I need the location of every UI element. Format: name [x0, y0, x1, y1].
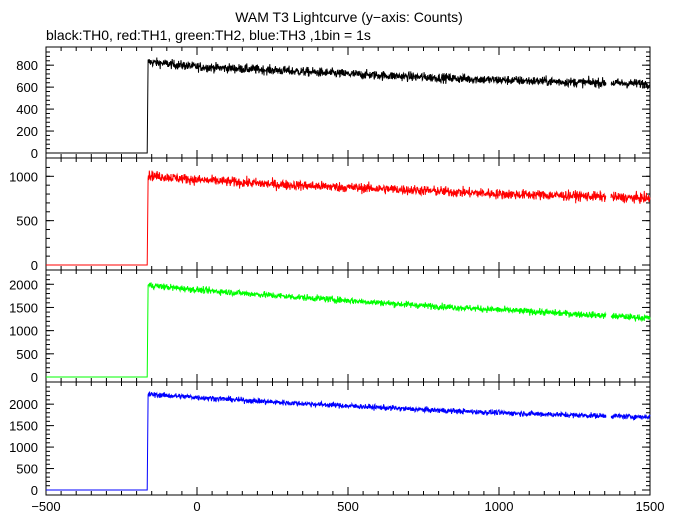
panel-frame [45, 269, 651, 383]
y-tick-label: 200 [16, 124, 38, 139]
series-th3 [46, 391, 651, 491]
x-tick-label: 1500 [636, 499, 665, 514]
y-tick-label: 0 [31, 483, 38, 498]
panel-frame [45, 157, 651, 271]
x-tick-label: 0 [193, 499, 200, 514]
panel-th0: 0 200 400 600 800 [16, 46, 651, 161]
series-th0 [46, 57, 651, 154]
panel-th1: 0 500 1000 [9, 157, 651, 273]
x-tick-label: 500 [337, 499, 359, 514]
x-tick-label: −500 [31, 499, 60, 514]
y-tick-label: 0 [31, 258, 38, 273]
panel-th3: 0 500 1000 1500 2000 [9, 381, 651, 498]
panels: 0 200 400 600 800 0 500 1000 0 500 1000 1500 2000 0 50… [9, 46, 665, 514]
y-tick-label: 2000 [9, 277, 38, 292]
y-tick-label: 500 [16, 214, 38, 229]
series-th2 [46, 282, 651, 378]
x-tick-label: 1000 [485, 499, 514, 514]
y-tick-label: 1000 [9, 324, 38, 339]
y-tick-label: 500 [16, 462, 38, 477]
y-tick-label: 500 [16, 347, 38, 362]
chart-subtitle: black:TH0, red:TH1, green:TH2, blue:TH3 … [46, 27, 371, 43]
panel-frame [45, 46, 651, 159]
y-tick-label: 2000 [9, 397, 38, 412]
series-th1 [46, 170, 651, 266]
panel-th2: 0 500 1000 1500 2000 [9, 269, 651, 385]
chart-title: WAM T3 Lightcurve (y−axis: Counts) [235, 9, 463, 25]
y-tick-label: 0 [31, 370, 38, 385]
y-tick-label: 1500 [9, 300, 38, 315]
y-tick-label: 1500 [9, 419, 38, 434]
y-tick-label: 600 [16, 80, 38, 95]
y-tick-label: 0 [31, 146, 38, 161]
y-tick-label: 1000 [9, 440, 38, 455]
y-tick-label: 400 [16, 102, 38, 117]
panel-frame [45, 381, 651, 496]
y-tick-label: 1000 [9, 169, 38, 184]
y-tick-label: 800 [16, 58, 38, 73]
